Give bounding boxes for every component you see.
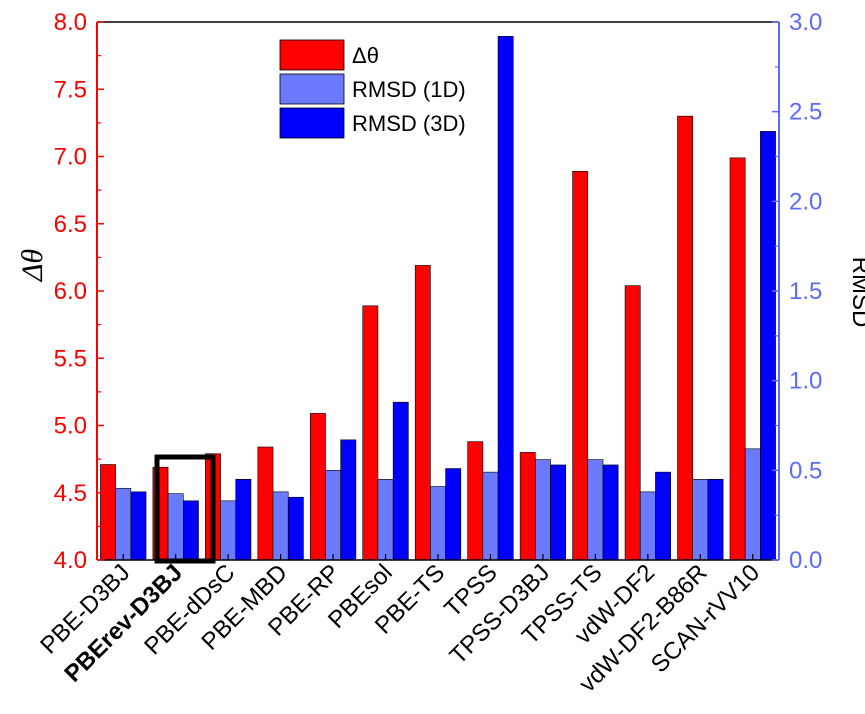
bar-vdw-df2-b86r-s0 bbox=[677, 115, 694, 561]
bar-pbe-rp-s0 bbox=[309, 413, 326, 561]
right-axis-title: RMSD bbox=[847, 257, 865, 328]
bar-vdw-df2-s0 bbox=[624, 285, 641, 561]
legend-label: Δθ bbox=[352, 43, 379, 68]
axes-layer bbox=[96, 21, 780, 561]
bar-tpss-ts-s2 bbox=[602, 464, 619, 561]
right-tick-label: 1.5 bbox=[789, 278, 822, 305]
left-tick-label: 6.0 bbox=[54, 278, 87, 305]
highlight-box bbox=[154, 454, 216, 564]
left-tick-label: 6.5 bbox=[54, 211, 87, 238]
category-labels: PBE-D3BJPBErev-D3BJPBE-dDsCPBE-MBDPBE-RP… bbox=[35, 554, 765, 698]
bars-layer bbox=[100, 36, 776, 561]
bar-pbesol-s2 bbox=[392, 401, 409, 561]
bar-pberev-d3bj-s2 bbox=[182, 500, 199, 561]
bar-pbe-mbd-s2 bbox=[287, 496, 304, 561]
bar-pbe-rp-s2 bbox=[340, 439, 357, 561]
bar-pbe-ts-s2 bbox=[445, 468, 462, 561]
bar-pbe-ts-s1 bbox=[430, 486, 446, 561]
bar-pbe-rp-s1 bbox=[325, 470, 341, 561]
legend-label: RMSD (3D) bbox=[352, 111, 466, 136]
bar-tpss-ts-s0 bbox=[572, 171, 589, 561]
legend-swatch bbox=[279, 39, 345, 71]
left-tick-label: 8.0 bbox=[54, 9, 87, 36]
left-tick-label: 4.0 bbox=[54, 547, 87, 574]
bar-tpss-ts-s1 bbox=[587, 459, 604, 561]
right-tick-label: 1.0 bbox=[789, 368, 822, 395]
bar-pbe-ts-s0 bbox=[414, 265, 431, 561]
bar-pbe-d3bj-s0 bbox=[100, 464, 116, 561]
bar-pbe-mbd-s0 bbox=[257, 446, 274, 561]
bar-pbe-ddsc-s2 bbox=[235, 478, 252, 561]
bar-pbesol-s0 bbox=[362, 305, 379, 561]
right-tick-label: 0.0 bbox=[789, 547, 822, 574]
bar-pbe-d3bj-s1 bbox=[115, 487, 132, 561]
bar-scan-rvv10-s1 bbox=[744, 448, 761, 561]
bar-tpss-s2 bbox=[497, 36, 514, 561]
right-tick-label: 3.0 bbox=[789, 9, 822, 36]
bar-pbesol-s1 bbox=[377, 478, 394, 561]
legend-label: RMSD (1D) bbox=[352, 77, 466, 102]
right-tick-label: 2.0 bbox=[789, 188, 822, 215]
legend-swatch bbox=[279, 107, 345, 139]
bar-tpss-d3bj-s1 bbox=[535, 459, 551, 561]
ticks-layer: 4.0 4.5 5.0 5.5 6.0 6.5 7.0 7.5 8.0 0.0 0.5 1.0 1.5 2… bbox=[54, 9, 823, 574]
bar-vdw-df2-s2 bbox=[655, 471, 671, 561]
bar-pbe-ddsc-s1 bbox=[220, 500, 237, 561]
left-axis-title: Δθ bbox=[16, 249, 49, 283]
bar-vdw-df2-s1 bbox=[639, 491, 656, 561]
bar-tpss-s0 bbox=[467, 441, 484, 561]
bar-vdw-df2-b86r-s2 bbox=[707, 478, 724, 561]
legend-swatch bbox=[279, 73, 345, 105]
bar-scan-rvv10-s2 bbox=[760, 131, 776, 561]
bar-pbe-mbd-s1 bbox=[272, 491, 289, 561]
left-tick-label: 5.5 bbox=[54, 345, 87, 372]
bar-tpss-d3bj-s0 bbox=[519, 452, 536, 561]
bar-tpss-s1 bbox=[482, 471, 499, 561]
right-tick-label: 0.5 bbox=[789, 457, 822, 484]
bar-vdw-df2-b86r-s1 bbox=[692, 478, 709, 561]
left-tick-label: 5.0 bbox=[54, 413, 87, 440]
left-tick-label: 7.0 bbox=[54, 144, 87, 171]
bar-tpss-d3bj-s2 bbox=[550, 464, 567, 561]
legend: Δθ RMSD (1D) RMSD (3D) bbox=[279, 39, 466, 139]
bar-pberev-d3bj-s1 bbox=[167, 493, 184, 561]
left-tick-label: 7.5 bbox=[54, 76, 87, 103]
right-tick-label: 2.5 bbox=[789, 99, 822, 126]
left-tick-label: 4.5 bbox=[54, 480, 87, 507]
bar-scan-rvv10-s0 bbox=[729, 157, 746, 561]
bar-pbe-d3bj-s2 bbox=[130, 491, 147, 561]
